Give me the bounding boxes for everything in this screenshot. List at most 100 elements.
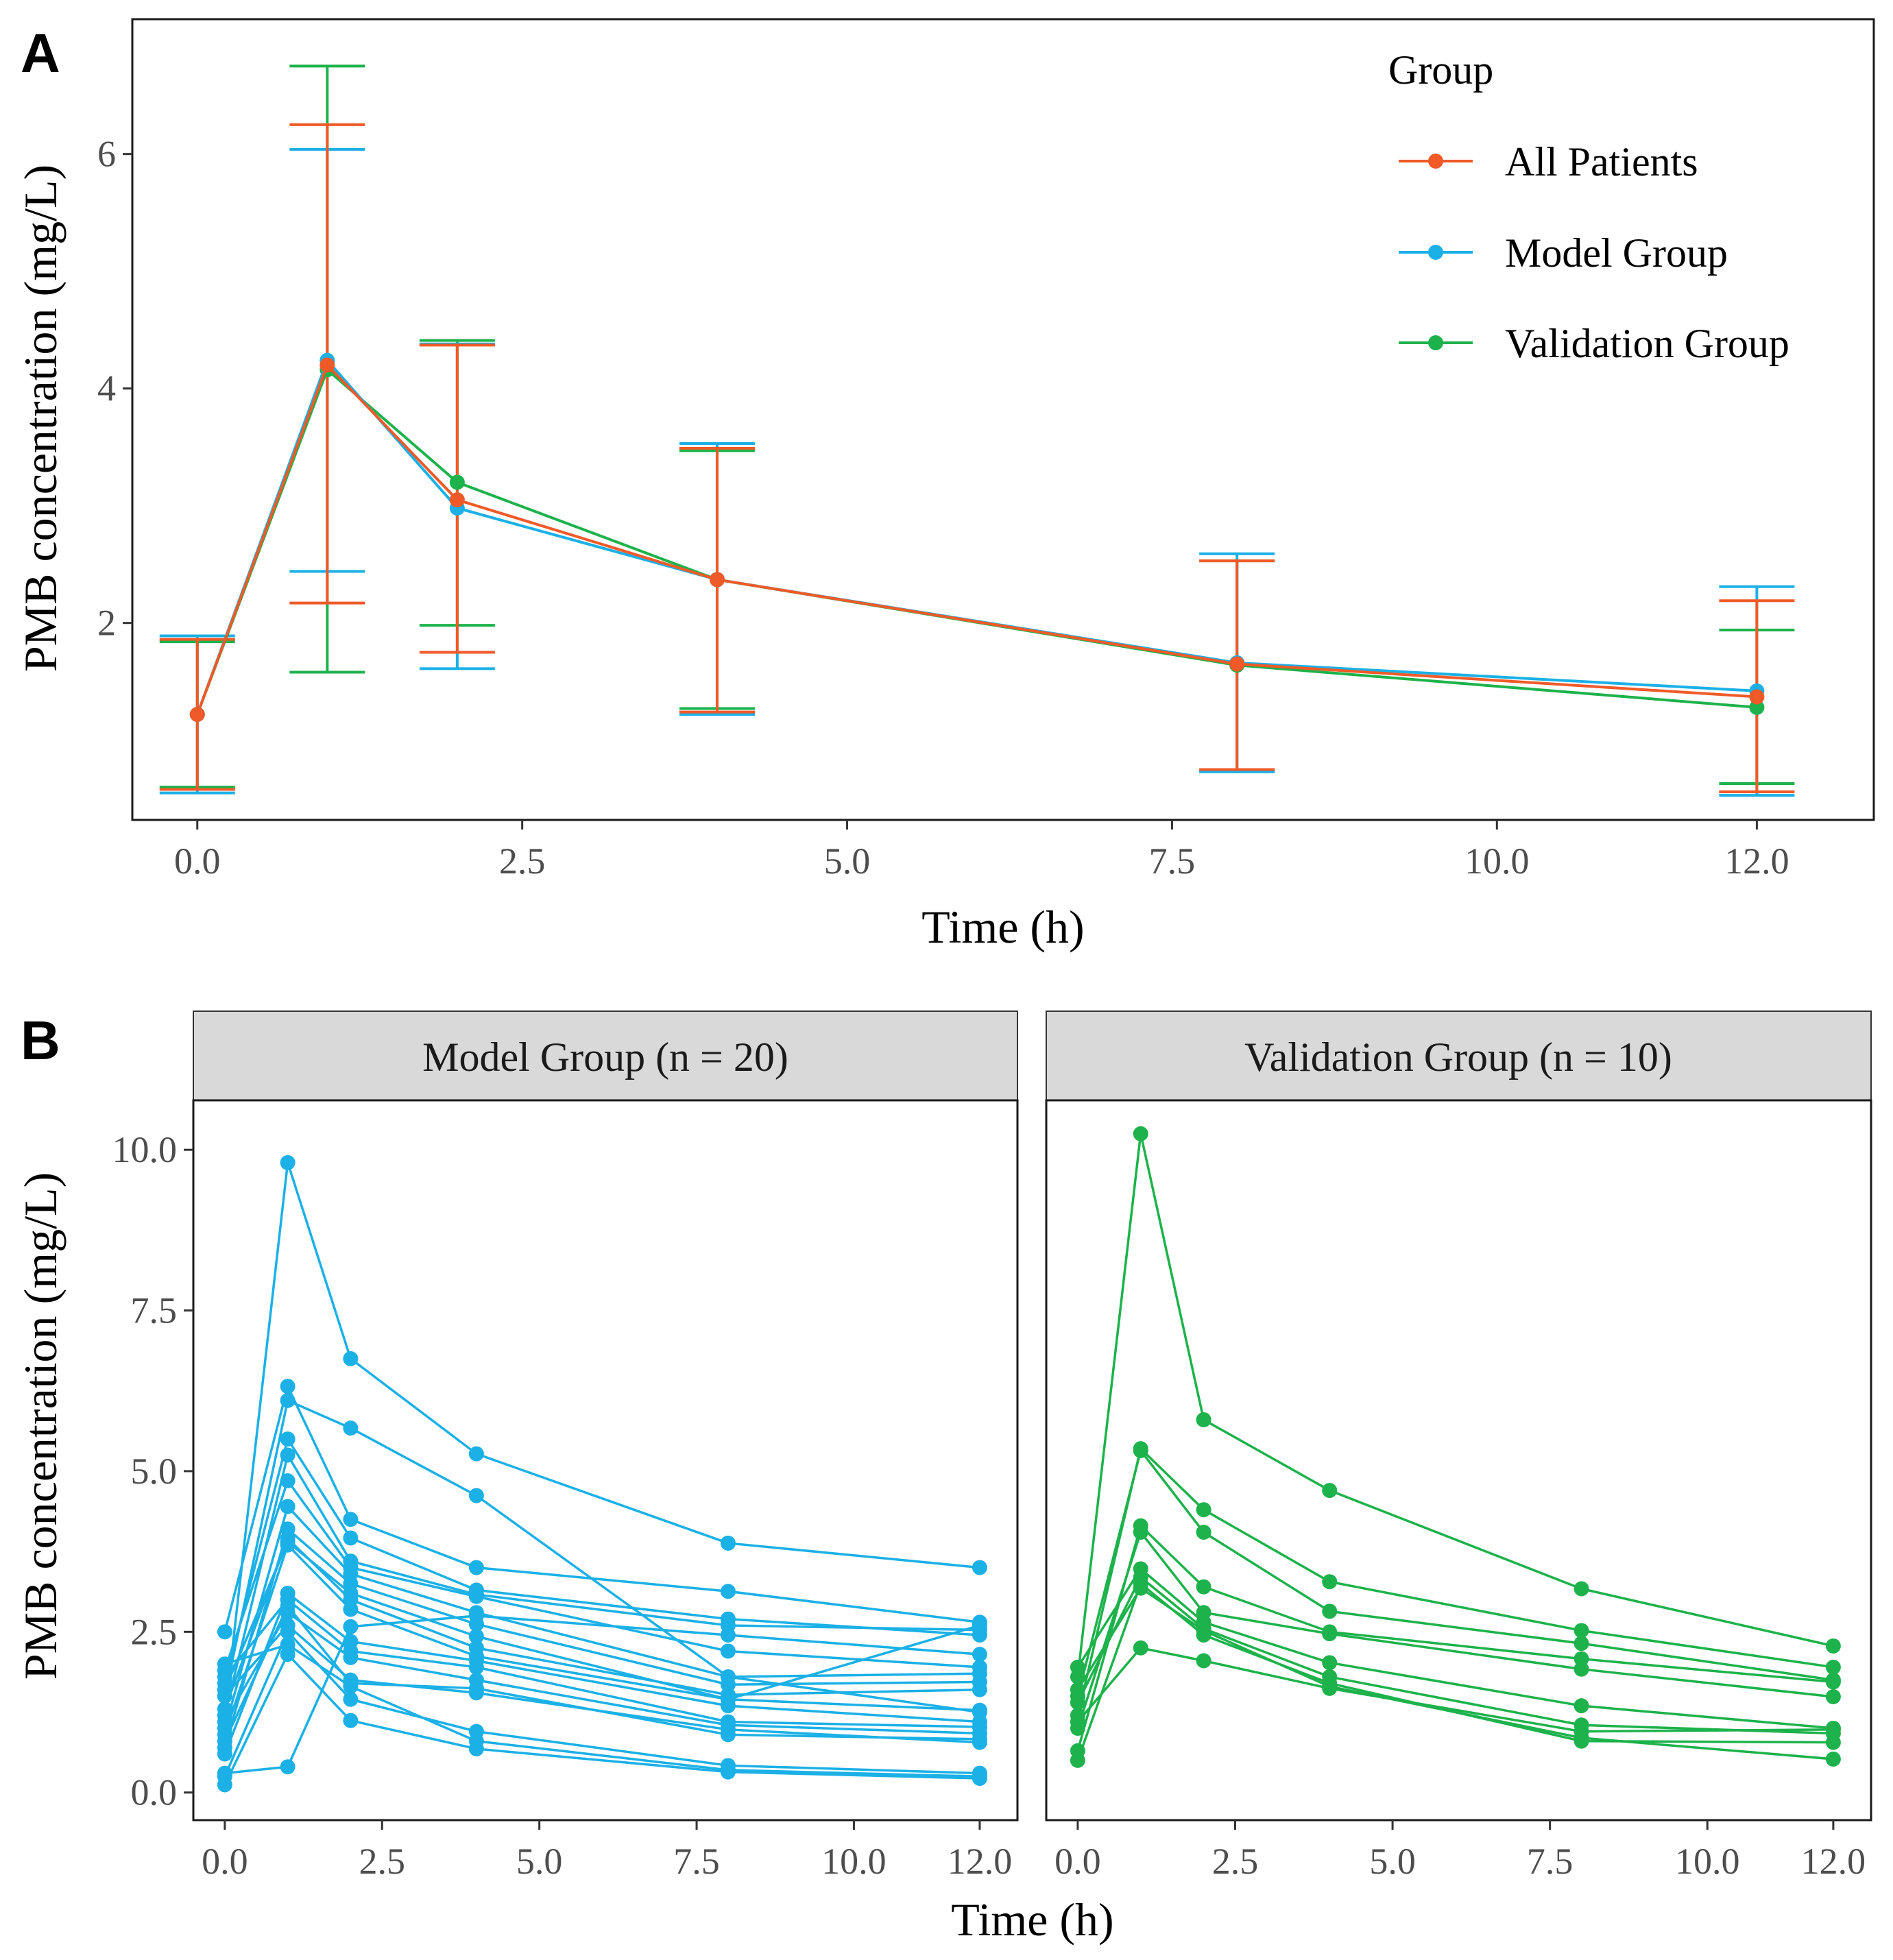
b-subject-line	[224, 1643, 980, 1778]
b-subject-point	[1196, 1623, 1211, 1638]
b-subject-line	[1076, 1448, 1834, 1697]
b-subject-point	[1322, 1626, 1338, 1642]
b-subject-point	[343, 1530, 359, 1546]
b-subject-point	[972, 1682, 987, 1697]
b-x-tick-label: 12.0	[1801, 1841, 1866, 1882]
b-subject-point	[217, 1624, 232, 1640]
a-x-tick-label: 7.5	[1149, 840, 1196, 882]
b-y-tick-label: 2.5	[131, 1611, 178, 1652]
b-subject-point	[217, 1714, 232, 1730]
b-subject-point	[720, 1721, 736, 1737]
b-subject-point	[1322, 1483, 1338, 1499]
b-subject-point	[720, 1535, 736, 1551]
b-subject-point	[468, 1685, 484, 1701]
b-subject-line	[1076, 1566, 1834, 1730]
panel-a-y-axis-title: PMB concentration (mg/L)	[14, 165, 67, 672]
b-x-tick-label: 7.5	[1527, 1841, 1574, 1882]
b-subject-point	[1825, 1734, 1841, 1750]
b-subject-point	[1196, 1412, 1211, 1427]
b-subject-line	[1076, 1133, 1834, 1678]
b-subject-point	[1133, 1640, 1148, 1656]
facet-model-title: Model Group (n = 20)	[422, 1035, 788, 1080]
b-x-tick-label: 5.0	[1369, 1841, 1416, 1882]
b-subject-point	[468, 1617, 484, 1632]
b-y-tick-label: 5.0	[131, 1451, 178, 1492]
b-subject-point	[1196, 1525, 1211, 1540]
b-subject-point	[468, 1733, 484, 1749]
b-subject-line	[1076, 1586, 1834, 1761]
facet-model-strip	[193, 1011, 1018, 1101]
b-subject-line	[224, 1383, 980, 1632]
b-subject-point	[1133, 1442, 1148, 1458]
b-subject-point	[1133, 1580, 1148, 1596]
b-subject-point	[217, 1746, 232, 1762]
b-subject-point	[1070, 1695, 1085, 1710]
b-y-tick-label: 0.0	[131, 1772, 178, 1813]
panel-b-chart: Model Group (n = 20) Validation Group (n…	[14, 1011, 1872, 1946]
b-subject-line	[224, 1652, 980, 1786]
b-subject-point	[343, 1420, 359, 1436]
b-x-tick-label: 2.5	[1212, 1841, 1259, 1882]
b-subject-point	[280, 1473, 296, 1488]
b-subject-model	[217, 1637, 987, 1784]
b-subject-model	[217, 1154, 987, 1723]
b-x-tick-label: 0.0	[202, 1841, 248, 1882]
b-subject-point	[1825, 1659, 1841, 1675]
b-subject-line	[224, 1478, 980, 1671]
b-subject-point	[972, 1702, 987, 1718]
b-subject-point	[720, 1762, 736, 1778]
panel-a-label: A	[21, 23, 60, 84]
b-subject-line	[224, 1451, 980, 1716]
b-subject-point	[1574, 1723, 1589, 1739]
b-subject-point	[972, 1734, 987, 1750]
b-subject-line	[224, 1504, 980, 1729]
b-subject-point	[1825, 1638, 1841, 1654]
b-subject-point	[972, 1647, 987, 1662]
b-subject-point	[343, 1512, 359, 1527]
b-subject-point	[720, 1584, 736, 1599]
a-x-tick-label: 2.5	[499, 840, 546, 882]
b-subject-line	[224, 1536, 980, 1710]
b-subject-point	[343, 1691, 359, 1707]
a-point-all	[319, 357, 335, 373]
a-point-validation	[1749, 699, 1765, 715]
legend-key-point-validation	[1428, 335, 1443, 350]
b-subject-point	[1825, 1674, 1841, 1690]
facet-validation-plot-area	[1045, 1099, 1872, 1822]
b-subject-point	[343, 1351, 359, 1366]
b-subject-point	[1196, 1579, 1211, 1595]
legend-label-validation: Validation Group	[1505, 321, 1789, 366]
b-x-tick-label: 12.0	[948, 1841, 1013, 1882]
b-subject-point	[1070, 1682, 1085, 1697]
b-subject-point	[1133, 1126, 1148, 1141]
b-subject-line	[224, 1597, 980, 1728]
b-subject-point	[468, 1588, 484, 1604]
a-point-all	[1229, 656, 1245, 672]
legend-title: Group	[1388, 47, 1493, 93]
b-subject-point	[1574, 1623, 1589, 1638]
a-y-tick-label: 4	[97, 368, 116, 409]
b-subject-line	[224, 1399, 980, 1714]
b-subject-point	[217, 1777, 232, 1793]
b-subject-point	[343, 1679, 359, 1694]
b-subject-point	[280, 1379, 296, 1394]
b-subject-point	[1574, 1581, 1589, 1597]
a-point-all	[449, 492, 465, 508]
b-x-tick-label: 10.0	[1675, 1841, 1740, 1882]
b-subject-point	[217, 1701, 232, 1717]
b-subject-point	[1322, 1655, 1338, 1671]
b-subject-point	[217, 1656, 232, 1672]
legend-key-point-model	[1428, 245, 1443, 260]
a-point-all	[1749, 689, 1765, 705]
a-series-line-all	[195, 362, 1757, 715]
b-subject-line	[224, 1436, 980, 1684]
b-subject-point	[1322, 1604, 1338, 1619]
b-subject-point	[280, 1499, 296, 1514]
b-subject-point	[1322, 1680, 1338, 1696]
panel-b-label: B	[21, 1010, 60, 1071]
b-subject-line	[1076, 1646, 1833, 1733]
b-subject-point	[343, 1713, 359, 1728]
panel-a-chart: 0.0 2.5 5.0 7.5 10.0 12.0 2 4 6 Time (h) PMB con…	[14, 18, 1875, 953]
a-point-all	[189, 707, 205, 723]
